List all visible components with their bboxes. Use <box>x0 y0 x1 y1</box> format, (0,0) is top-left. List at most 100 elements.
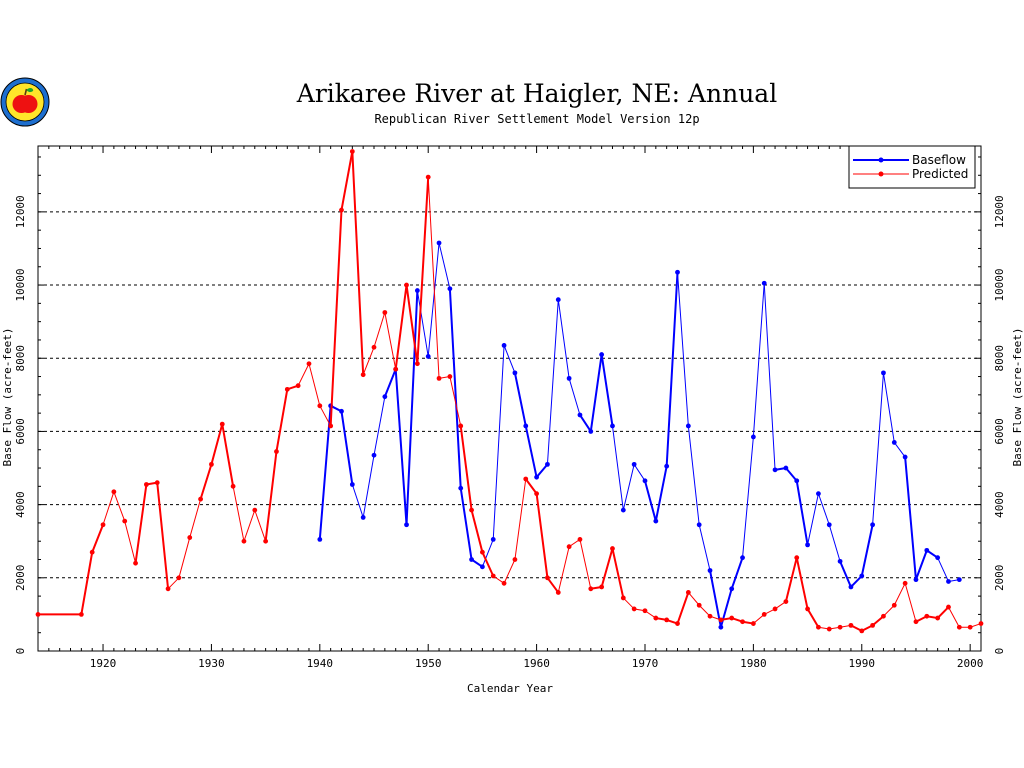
series-line-segment <box>80 551 94 616</box>
series-line-segment <box>221 423 235 488</box>
series-line-segment <box>351 150 365 376</box>
data-point <box>794 555 800 561</box>
series-line-segment <box>449 376 462 427</box>
data-point <box>349 482 355 487</box>
data-point <box>816 491 821 497</box>
data-point <box>447 374 453 379</box>
data-point <box>685 590 691 595</box>
data-point <box>360 515 366 520</box>
data-point <box>89 549 95 555</box>
series-line-segment <box>459 487 473 561</box>
data-point <box>891 602 897 608</box>
y-tick-label-left: 0 <box>14 648 27 655</box>
series-line-segment <box>611 547 625 599</box>
series-line-segment <box>687 591 700 606</box>
data-point <box>783 465 789 471</box>
y-tick-label-right: 0 <box>993 648 1006 655</box>
data-point <box>414 361 420 367</box>
data-point <box>664 617 670 623</box>
data-point <box>848 584 854 590</box>
series-line-segment <box>134 483 148 565</box>
data-point <box>881 613 886 619</box>
series-line-segment <box>817 493 830 526</box>
series-line-segment <box>937 557 949 582</box>
y-tick-label-left: 4000 <box>14 491 27 517</box>
y-tick-label-right: 10000 <box>993 268 1006 301</box>
data-point <box>902 580 908 586</box>
series-line-segment <box>795 556 809 610</box>
series-line-segment <box>633 463 646 482</box>
series-line-segment <box>427 242 440 357</box>
series-line-segment <box>654 465 668 523</box>
data-point <box>371 452 377 458</box>
data-point <box>458 485 464 491</box>
series-line-segment <box>513 371 527 427</box>
series-line-segment <box>622 597 635 610</box>
data-point <box>653 518 659 524</box>
data-point <box>870 522 876 528</box>
y-tick-label-left: 2000 <box>14 565 27 592</box>
series-line-segment <box>492 344 505 540</box>
data-point <box>610 546 615 551</box>
series-line-segment <box>503 559 516 584</box>
series-line-segment <box>795 479 809 546</box>
series-line-segment <box>882 604 895 617</box>
x-tick-label: 1970 <box>632 657 659 670</box>
legend-baseflow-label: Baseflow <box>912 153 966 167</box>
data-point <box>599 584 605 590</box>
data-point <box>675 621 680 626</box>
data-point <box>480 549 485 555</box>
series-line-segment <box>405 289 419 526</box>
series-line-segment <box>340 410 354 486</box>
series-line-segment <box>860 523 874 577</box>
legend-box <box>848 145 976 189</box>
data-point <box>566 375 572 381</box>
data-point <box>826 626 832 632</box>
series-line-segment <box>340 150 354 212</box>
chart-title: Arikaree River at Haigler, NE: Annual <box>296 79 777 108</box>
data-point <box>783 599 789 604</box>
data-point <box>772 606 778 612</box>
data-point <box>198 496 203 502</box>
series-line-segment <box>438 242 451 290</box>
data-point <box>696 602 702 608</box>
data-point <box>707 613 713 619</box>
data-point <box>729 586 735 592</box>
legend-predicted-label: Predicted <box>912 167 968 181</box>
series-line-segment <box>113 491 126 522</box>
y-axis-label-right: Base Flow (acre-feet) <box>1011 327 1024 466</box>
series-line-segment <box>676 591 690 625</box>
series-line-segment <box>448 287 462 490</box>
series-line-segment <box>546 299 559 465</box>
series-line-segment <box>232 485 245 542</box>
data-point <box>35 612 41 617</box>
series-line-segment <box>578 413 592 433</box>
data-point <box>295 383 301 389</box>
series-line-segment <box>481 538 494 568</box>
series-line-segment <box>914 549 928 581</box>
data-point <box>111 489 117 495</box>
y-tick-label-right: 8000 <box>993 345 1006 372</box>
series-predicted <box>35 149 984 634</box>
data-point <box>891 440 897 445</box>
plot-axes: 0 0 2000 2000 4000 4000 6000 6000 8000 8000 10000 1… <box>14 145 1006 670</box>
data-point <box>339 408 344 414</box>
series-line-segment <box>849 574 863 588</box>
series-line-segment <box>416 290 429 357</box>
x-tick-label: 1980 <box>740 657 767 670</box>
data-point <box>339 207 344 213</box>
series-line-segment <box>882 372 895 443</box>
data-point <box>469 557 474 562</box>
series-line-segment <box>459 424 473 512</box>
data-point <box>913 577 919 583</box>
data-point <box>404 282 409 288</box>
series-line-segment <box>102 491 115 526</box>
series-line-segment <box>893 582 906 606</box>
data-point <box>859 628 865 634</box>
data-point <box>458 423 464 429</box>
data-point <box>740 619 745 625</box>
series-line-segment <box>677 271 689 427</box>
series-line-segment <box>481 551 495 577</box>
data-point <box>772 467 778 473</box>
